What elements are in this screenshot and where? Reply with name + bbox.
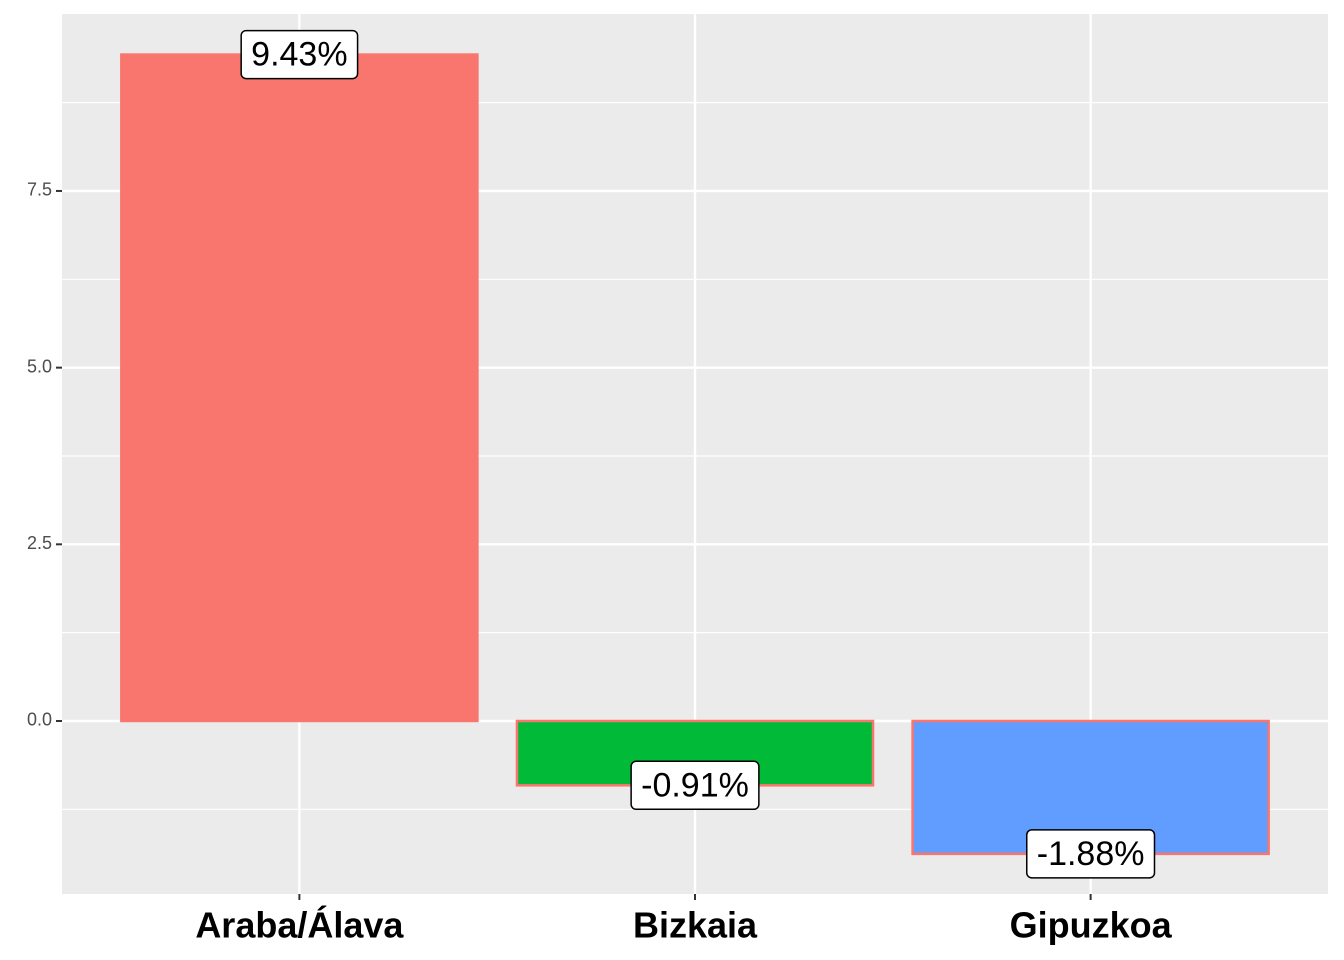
x-tick-label: Gipuzkoa: [1010, 905, 1173, 946]
x-tick-label: Araba/Álava: [195, 905, 404, 946]
y-tick-label: 5.0: [27, 356, 52, 376]
value-label: -1.88%: [1037, 835, 1145, 873]
x-tick-label: Bizkaia: [633, 905, 758, 946]
bar: [120, 53, 479, 723]
value-label: -0.91%: [641, 766, 749, 804]
y-tick-label: 2.5: [27, 533, 52, 553]
y-tick-label: 7.5: [27, 180, 52, 200]
value-label-box: [1026, 829, 1156, 879]
value-label-box: [630, 760, 760, 811]
value-label-box: [240, 29, 359, 80]
y-tick-label: 0.0: [27, 710, 52, 730]
value-label: 9.43%: [251, 36, 347, 74]
